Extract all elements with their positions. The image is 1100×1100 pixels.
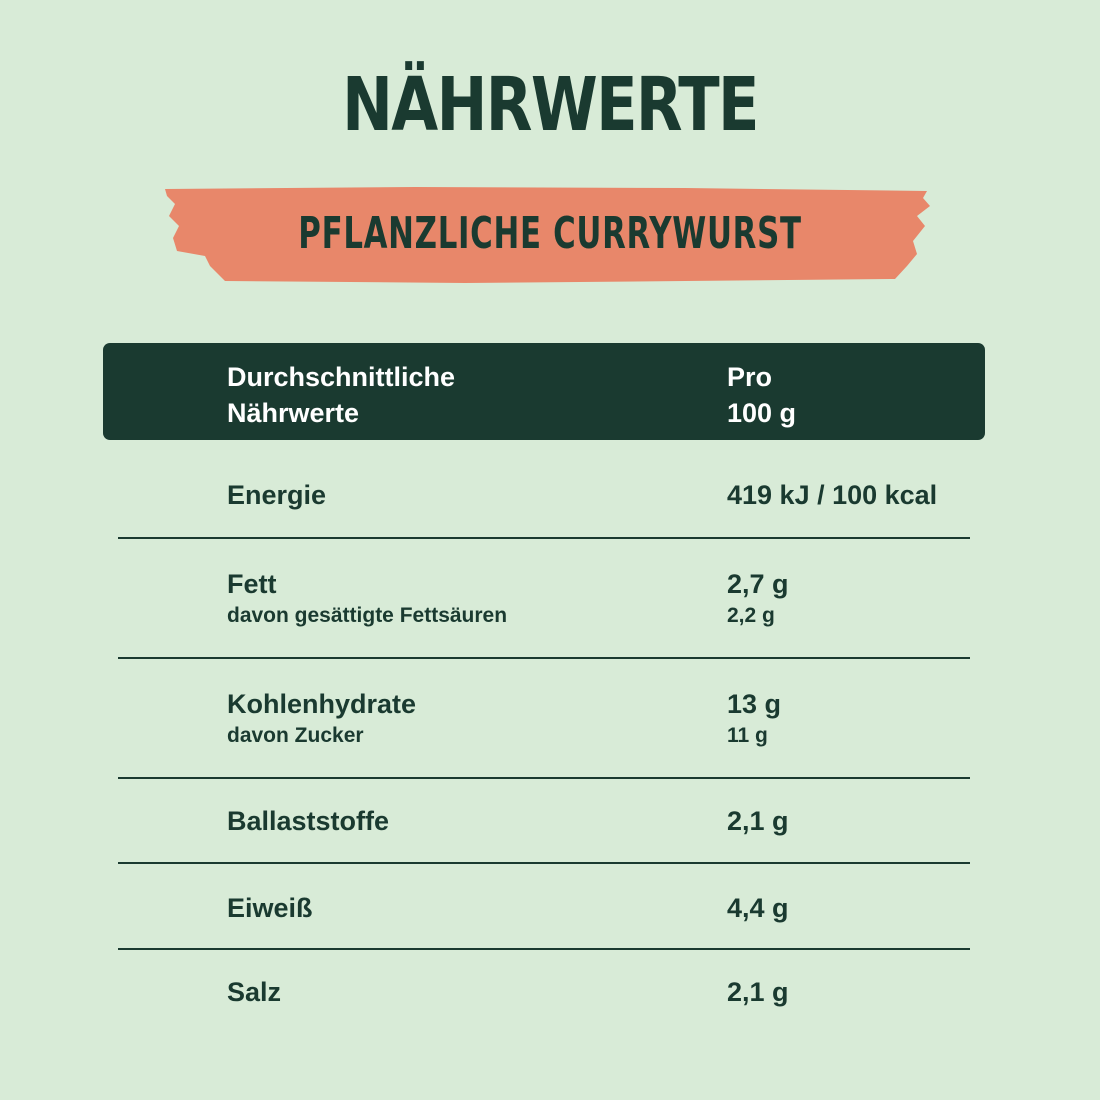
row-label: Eiweiß (227, 893, 313, 923)
row-sub-label: davon Zucker (227, 724, 364, 747)
divider (118, 537, 970, 539)
divider (118, 777, 970, 779)
header-value-line2: 100 g (727, 398, 797, 428)
header-label-line1: Durchschnittliche (227, 362, 456, 392)
row-value: 4,4 g (727, 893, 789, 923)
row-label: Kohlenhydrate (227, 689, 417, 719)
row-label: Energie (227, 480, 327, 510)
table-header: Durchschnittliche Nährwerte Pro 100 g (103, 343, 985, 440)
row-sub-value: 2,2 g (727, 604, 775, 627)
page-title: NÄHRWERTE (342, 62, 759, 148)
divider (118, 862, 970, 864)
row-label: Ballaststoffe (227, 806, 390, 836)
header-value: Pro 100 g (727, 359, 796, 431)
row-value: 2,7 g (727, 569, 789, 599)
product-name: PFLANZLICHE CURRYWURST (298, 208, 802, 259)
row-sub-label: davon gesättigte Fettsäuren (227, 604, 508, 627)
row-value: 2,1 g (727, 806, 789, 836)
row-label: Salz (227, 977, 282, 1007)
row-value: 13 g (727, 689, 782, 719)
header-label-line2: Nährwerte (227, 398, 360, 428)
row-label: Fett (227, 569, 277, 599)
divider (118, 657, 970, 659)
row-value: 2,1 g (727, 977, 789, 1007)
header-label: Durchschnittliche Nährwerte (227, 359, 455, 431)
row-value: 419 kJ / 100 kcal (727, 480, 938, 510)
header-value-line1: Pro (727, 362, 773, 392)
brush-stroke-banner (165, 187, 930, 283)
row-sub-value: 11 g (727, 724, 768, 747)
divider (118, 948, 970, 950)
